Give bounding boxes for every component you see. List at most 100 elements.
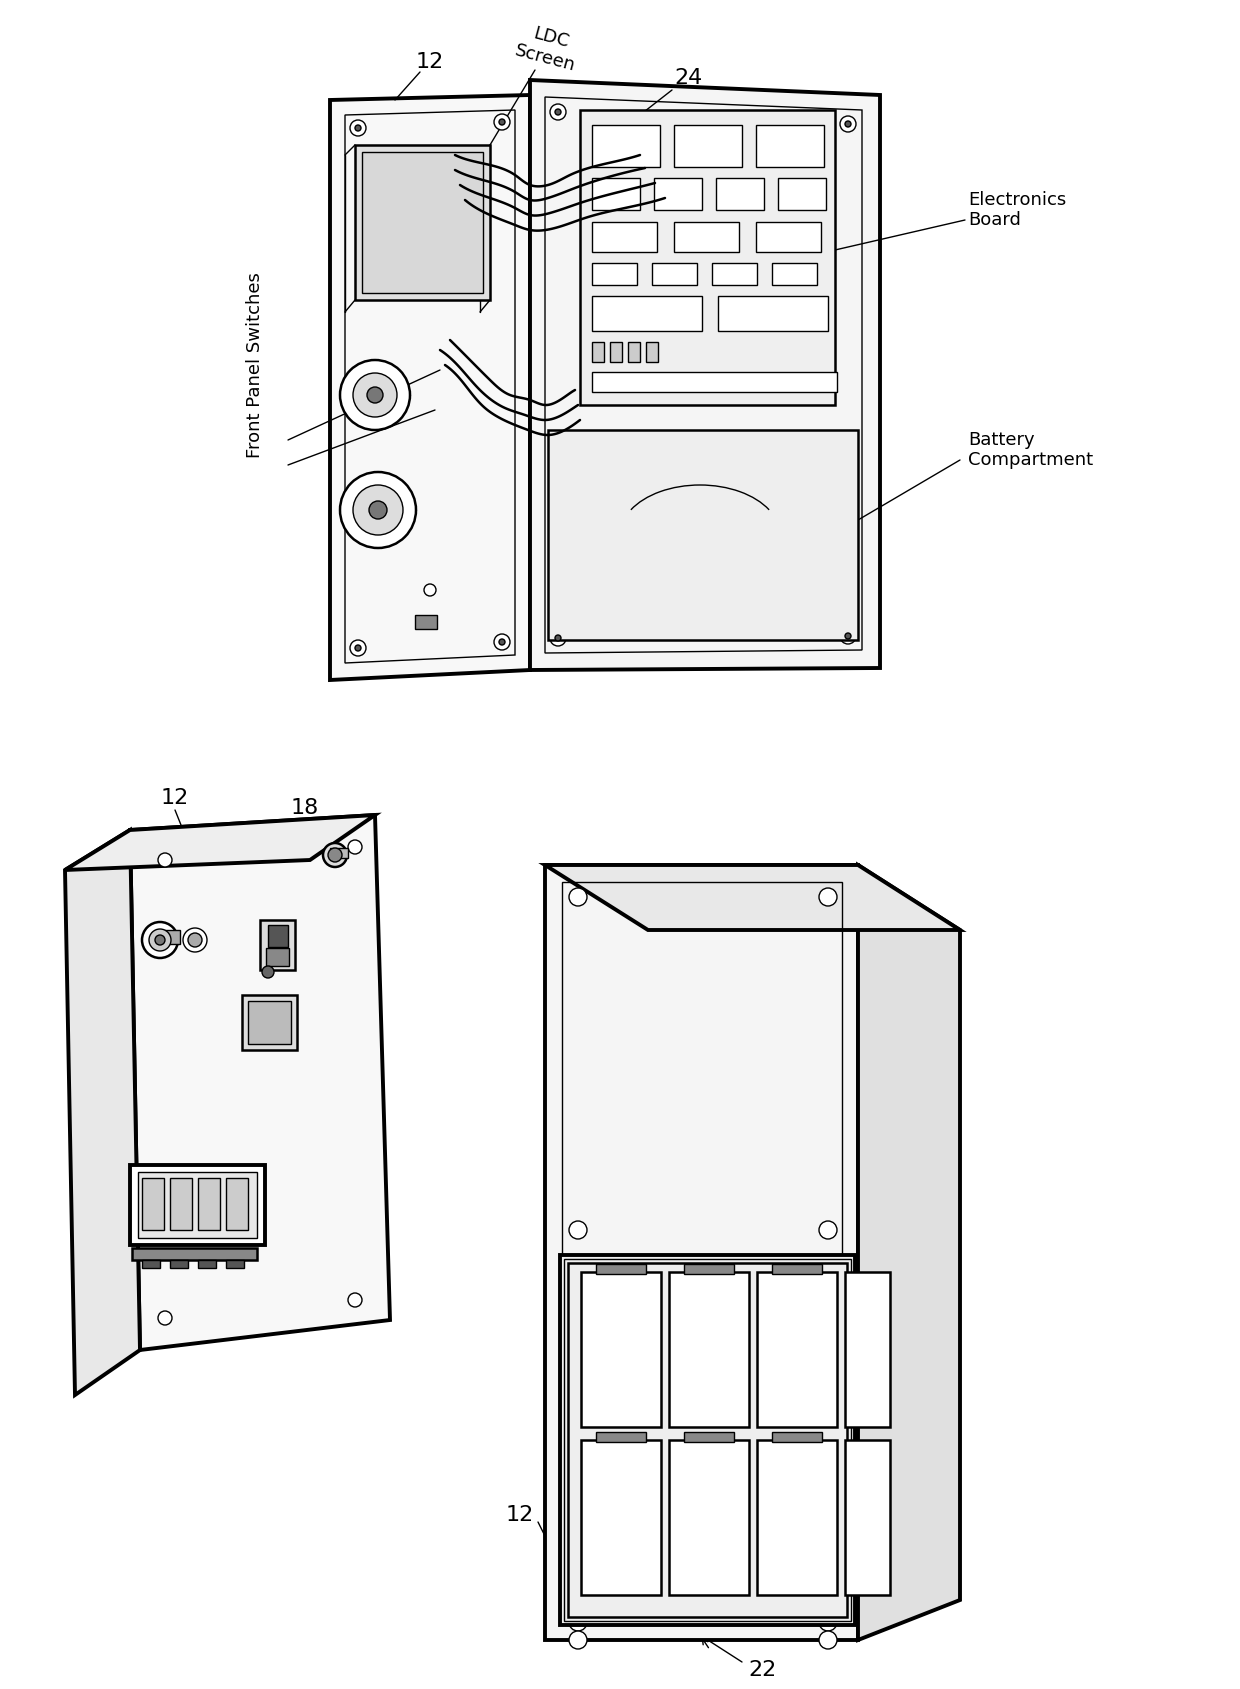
Circle shape	[350, 640, 366, 655]
Bar	[568, 1263, 847, 1616]
Bar	[143, 1177, 164, 1230]
Bar	[591, 177, 640, 209]
Circle shape	[348, 1294, 362, 1307]
Text: 18: 18	[291, 797, 319, 817]
Text: FIG. 2: FIG. 2	[854, 1534, 955, 1562]
Bar	[362, 152, 484, 292]
Text: +: +	[861, 1287, 873, 1302]
Circle shape	[155, 936, 165, 946]
Bar	[756, 1441, 837, 1594]
Polygon shape	[330, 95, 529, 681]
Text: Electronics
Board: Electronics Board	[968, 191, 1066, 230]
Circle shape	[143, 922, 179, 958]
Circle shape	[818, 1221, 837, 1240]
Bar	[267, 948, 289, 966]
Bar	[844, 1272, 890, 1427]
Circle shape	[157, 853, 172, 866]
Polygon shape	[130, 816, 391, 1350]
Bar	[773, 263, 817, 285]
Circle shape	[569, 888, 587, 905]
Bar	[844, 1441, 890, 1594]
Bar	[596, 1432, 646, 1442]
Bar	[155, 931, 180, 944]
Bar	[675, 125, 742, 167]
Text: 12: 12	[415, 52, 444, 73]
Circle shape	[498, 638, 505, 645]
Text: 20: 20	[76, 1145, 104, 1165]
Circle shape	[839, 117, 856, 132]
Circle shape	[370, 502, 387, 519]
Circle shape	[556, 635, 560, 642]
Text: +: +	[791, 1287, 804, 1302]
Bar	[226, 1260, 244, 1268]
Bar	[610, 341, 622, 361]
Circle shape	[355, 645, 361, 650]
Bar	[580, 110, 835, 405]
Circle shape	[818, 888, 837, 905]
Bar	[170, 1260, 188, 1268]
Circle shape	[844, 633, 851, 638]
Bar	[756, 1272, 837, 1427]
Bar	[582, 1272, 661, 1427]
Bar	[582, 1441, 661, 1594]
Polygon shape	[546, 865, 960, 931]
Bar	[591, 125, 660, 167]
Circle shape	[367, 387, 383, 404]
Bar	[130, 1165, 265, 1245]
Circle shape	[844, 122, 851, 127]
Bar	[777, 177, 826, 209]
Polygon shape	[64, 816, 374, 870]
Circle shape	[494, 113, 510, 130]
Polygon shape	[529, 79, 880, 671]
Bar	[268, 926, 288, 948]
Bar	[773, 1263, 822, 1274]
Circle shape	[424, 584, 436, 596]
Bar	[560, 1255, 856, 1625]
Circle shape	[322, 843, 347, 866]
Text: Front Panel Switches: Front Panel Switches	[246, 272, 264, 458]
Bar	[596, 1263, 646, 1274]
Text: LDC
Screen: LDC Screen	[513, 22, 583, 74]
Circle shape	[340, 360, 410, 431]
Bar	[756, 221, 821, 252]
Circle shape	[350, 120, 366, 137]
Bar	[138, 1172, 257, 1238]
Circle shape	[498, 118, 505, 125]
Text: +: +	[703, 1454, 715, 1469]
Bar	[131, 1248, 257, 1260]
Bar	[248, 1002, 291, 1044]
Bar	[670, 1272, 749, 1427]
Bar	[143, 1260, 160, 1268]
Text: 16: 16	[241, 839, 269, 860]
Bar	[591, 341, 604, 361]
Text: +: +	[615, 1287, 627, 1302]
Polygon shape	[858, 865, 960, 1640]
Bar	[591, 221, 657, 252]
Bar	[756, 125, 825, 167]
Bar	[715, 177, 764, 209]
Circle shape	[569, 1221, 587, 1240]
Circle shape	[348, 839, 362, 855]
Circle shape	[329, 848, 342, 861]
Bar	[627, 341, 640, 361]
Bar	[170, 1177, 192, 1230]
Text: Battery
Compartment: Battery Compartment	[968, 431, 1094, 470]
Circle shape	[569, 1632, 587, 1648]
Bar	[198, 1177, 219, 1230]
Bar	[260, 921, 295, 969]
Circle shape	[569, 1613, 587, 1632]
Text: +: +	[861, 1454, 873, 1469]
Circle shape	[188, 932, 202, 948]
Circle shape	[839, 628, 856, 644]
Bar	[653, 177, 702, 209]
Circle shape	[818, 1613, 837, 1632]
Bar	[675, 221, 739, 252]
Bar	[242, 995, 298, 1051]
Circle shape	[818, 1632, 837, 1648]
Circle shape	[551, 630, 565, 645]
Bar	[591, 263, 637, 285]
Bar	[646, 341, 658, 361]
Circle shape	[355, 125, 361, 132]
Bar	[548, 431, 858, 640]
Bar	[355, 145, 490, 301]
